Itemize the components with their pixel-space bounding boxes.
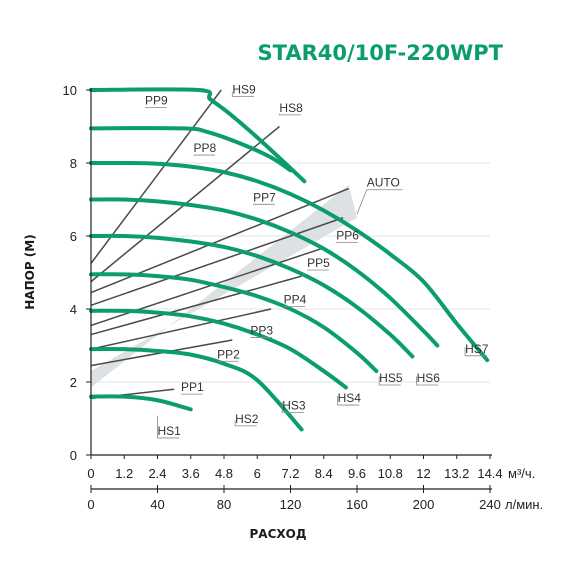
series-label-hs6: HS6: [417, 371, 441, 385]
series-label-pp8: PP8: [194, 141, 217, 155]
x-tick-label-1-2: 1.2: [115, 466, 133, 481]
x2-tick-label-200: 200: [413, 497, 435, 512]
x-tick-label-6: 6: [254, 466, 261, 481]
x-tick-label-12: 12: [416, 466, 430, 481]
series-label-hs2: HS2: [235, 412, 259, 426]
series-label-hs8: HS8: [279, 101, 303, 115]
series-label-pp1: PP1: [181, 380, 204, 394]
label-leader-hs9: [231, 91, 254, 98]
series-label-hs7: HS7: [465, 342, 489, 356]
y-tick-label-10: 10: [63, 83, 77, 98]
x2-tick-label-120: 120: [280, 497, 302, 512]
series-line-hs3: [89, 308, 348, 390]
label-leader-hs4: [337, 395, 360, 406]
label-leader-hs1: [157, 415, 180, 439]
series-line-hs4: [89, 272, 379, 374]
series-line-hs5: [89, 233, 415, 359]
series-label-hs5: HS5: [379, 371, 403, 385]
series-label-pp4: PP4: [284, 293, 307, 307]
x2-tick-label-0: 0: [87, 497, 94, 512]
x2-tick-label-40: 40: [150, 497, 164, 512]
y-axis-title: НАПОР (М): [23, 234, 37, 309]
series-line-hs1: [89, 394, 193, 412]
series-label-hs1: HS1: [158, 424, 182, 438]
series-line-pp6: [90, 217, 344, 307]
x-tick-label-4-8: 4.8: [215, 466, 233, 481]
series-label-pp2: PP2: [217, 347, 240, 361]
y-tick-label-4: 4: [70, 302, 77, 317]
hs-curves-layer: [89, 87, 490, 432]
y-tick-label-6: 6: [70, 229, 77, 244]
x2-tick-label-240: 240: [479, 497, 501, 512]
label-leader-hs5: [378, 376, 401, 386]
chart-title: STAR40/10F-220WPT: [258, 41, 504, 65]
series-label-hs4: HS4: [338, 391, 362, 405]
label-leader-hs2: [234, 420, 257, 427]
x-tick-label-14-4: 14.4: [477, 466, 502, 481]
x-tick-label-13-2: 13.2: [444, 466, 469, 481]
auto-label: AUTO: [367, 176, 400, 190]
series-labels-layer: PP1 PP2 PP3 PP4 PP5 PP6 PP7 PP8 PP9 HS1 HS2 HS3 HS4 H…: [145, 83, 489, 439]
series-line-pp5: [90, 248, 322, 327]
series-label-pp9: PP9: [145, 94, 168, 108]
x2-tick-label-80: 80: [217, 497, 231, 512]
label-leader-hs8: [279, 113, 302, 116]
series-line-hs8: [89, 126, 293, 173]
series-line-hs9: [89, 87, 307, 184]
x-tick-label-0: 0: [87, 466, 94, 481]
auto-label-leader: [356, 189, 403, 215]
label-leader-hs7: [464, 347, 487, 357]
x-tick-label-7-2: 7.2: [281, 466, 299, 481]
label-leader-hs6: [416, 376, 439, 386]
y-tick-label-2: 2: [70, 375, 77, 390]
series-label-hs3: HS3: [282, 398, 306, 412]
x-tick-label-8-4: 8.4: [315, 466, 333, 481]
x-tick-label-9-6: 9.6: [348, 466, 366, 481]
series-line-hs7: [89, 160, 490, 363]
series-line-pp4: [90, 275, 302, 336]
series-label-pp3: PP3: [250, 324, 273, 338]
series-label-pp7: PP7: [253, 190, 276, 204]
y-tick-label-8: 8: [70, 156, 77, 171]
x-tick-label-2-4: 2.4: [148, 466, 166, 481]
series-line-hs6: [89, 197, 440, 348]
x-tick-label-10-8: 10.8: [378, 466, 403, 481]
series-label-pp6: PP6: [336, 229, 359, 243]
x2-tick-label-160: 160: [346, 497, 368, 512]
x-unit-label: м³/ч.: [508, 466, 535, 481]
series-label-pp5: PP5: [307, 256, 330, 270]
x2-unit-label: л/мин.: [505, 497, 543, 512]
x-axis-title: РАСХОД: [249, 527, 306, 541]
y-tick-label-0: 0: [70, 448, 77, 463]
series-line-pp3: [90, 308, 272, 350]
series-line-hs2: [89, 347, 304, 432]
label-leader-hs3: [281, 402, 304, 413]
series-label-hs9: HS9: [232, 83, 256, 97]
x-tick-label-3-6: 3.6: [182, 466, 200, 481]
axes: 0 2 4 6 8 10 0 1.2 2.4 3.6 4.8 6 7.2 8.4 9.6 10.8 12 13.2…: [63, 83, 544, 512]
